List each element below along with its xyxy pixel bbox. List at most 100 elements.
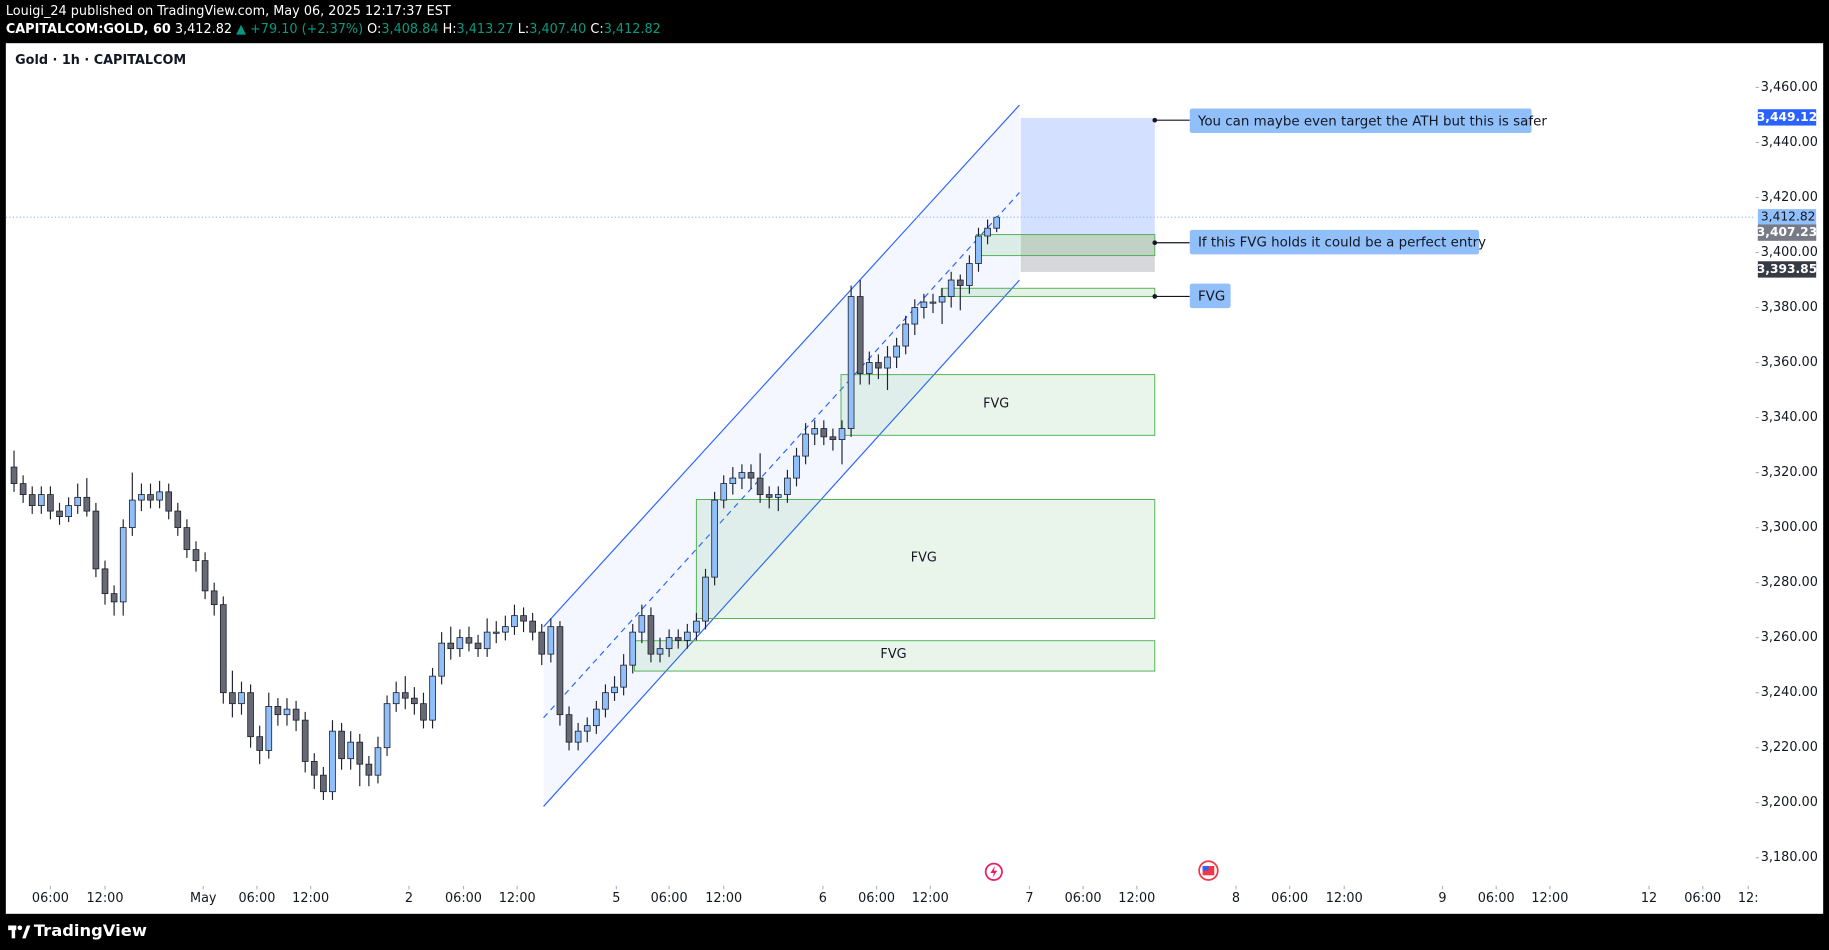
- y-tick-label: 3,220.00: [1761, 740, 1818, 755]
- candle-body: [838, 428, 846, 440]
- flag-canton: [1202, 865, 1209, 871]
- h-label: H:: [443, 22, 457, 37]
- logo: [8, 925, 31, 939]
- x-tick-label: 12:00: [1531, 891, 1568, 906]
- x-tick-label: 12:00: [1118, 891, 1155, 906]
- candle-body: [19, 483, 27, 496]
- h-value: 3,413.27: [457, 22, 514, 37]
- y-tick-label: 3,400.00: [1761, 245, 1818, 260]
- price-tag-label: 3,449.12: [1757, 110, 1817, 124]
- y-tick-label: 3,360.00: [1761, 355, 1818, 370]
- x-tick-label: 7: [1025, 891, 1033, 906]
- x-tick-label: 9: [1438, 891, 1446, 906]
- x-tick-label: 8: [1232, 891, 1240, 906]
- fvg-label: FVG: [880, 647, 906, 662]
- candle-body: [593, 708, 600, 727]
- candle-body: [684, 631, 691, 641]
- candle-body: [865, 362, 873, 374]
- candle-body: [884, 356, 891, 369]
- callout: [1189, 283, 1231, 309]
- candle-body: [774, 494, 782, 498]
- candle-body: [511, 615, 518, 628]
- candle-body: [192, 549, 200, 562]
- y-tick-label: 3,340.00: [1761, 410, 1818, 425]
- x-tick-label: 12:00: [292, 891, 329, 906]
- candle-body: [147, 494, 154, 501]
- candle-body: [37, 494, 45, 507]
- candle-body: [47, 494, 54, 512]
- candle-body: [374, 747, 382, 776]
- fvg-box: [695, 499, 1156, 620]
- candle-body: [529, 620, 536, 633]
- candle-body: [401, 692, 409, 699]
- channel-fill: [543, 105, 1020, 807]
- callout-text: FVG: [1198, 289, 1225, 304]
- brand: TradingView: [34, 921, 147, 940]
- candle-body: [338, 730, 345, 760]
- candle-body: [183, 527, 191, 551]
- candle-body: [993, 216, 1001, 229]
- candle-body: [811, 428, 819, 435]
- callout-text: You can maybe even target the ATH but th…: [1197, 114, 1547, 129]
- candle-body: [756, 477, 764, 496]
- candle-body: [647, 615, 655, 655]
- candle-body: [565, 714, 573, 743]
- candle-body: [210, 590, 218, 606]
- target-zone: [1020, 117, 1155, 235]
- candle-body: [729, 477, 737, 484]
- candle-body: [492, 631, 500, 634]
- c-value: 3,412.82: [604, 22, 661, 37]
- candle-body: [929, 301, 937, 304]
- channel-lower: [543, 279, 1020, 807]
- candle-body: [702, 576, 709, 622]
- candle-body: [574, 730, 582, 743]
- fvg-label: FVG: [911, 550, 937, 565]
- candle-body: [92, 510, 100, 570]
- callout-dot: [1152, 240, 1158, 246]
- x-tick-label: 12:00: [912, 891, 949, 906]
- candle-body: [474, 642, 482, 650]
- candle-body: [165, 491, 173, 512]
- candle-body: [765, 494, 773, 498]
- candle-body: [793, 455, 800, 479]
- candle-body: [911, 307, 919, 325]
- candle-body: [829, 436, 837, 440]
- o-value: 3,408.84: [381, 22, 438, 37]
- candle-body: [283, 708, 291, 716]
- y-tick-label: 3,200.00: [1761, 795, 1818, 810]
- y-tick-label: 3,240.00: [1761, 685, 1818, 700]
- x-tick-label: 6: [819, 891, 827, 906]
- price-tag-label: 3,393.85: [1757, 262, 1817, 276]
- candle-body: [292, 708, 300, 721]
- candle-body: [938, 296, 946, 303]
- x-tick-label: 5: [612, 891, 620, 906]
- candle-body: [802, 433, 809, 457]
- candle-body: [820, 428, 828, 438]
- candle-body: [784, 477, 791, 496]
- price-tag-label: 3,407.23: [1757, 225, 1817, 239]
- candle-body: [10, 466, 18, 484]
- candle-body: [611, 686, 618, 694]
- candle-body: [438, 642, 445, 677]
- candle-body: [711, 499, 718, 578]
- candle-body: [74, 496, 82, 507]
- x-tick-label: 06:00: [238, 891, 275, 906]
- fvg-box: [840, 374, 1156, 436]
- callout: [1189, 108, 1532, 134]
- candle-body: [411, 697, 418, 705]
- candle-body: [329, 730, 336, 793]
- price-tag: [1757, 224, 1817, 241]
- candle-body: [720, 483, 728, 501]
- candle-body: [128, 499, 136, 529]
- logo-part: [11, 925, 16, 939]
- candle-body: [229, 692, 236, 705]
- candle-body: [156, 491, 163, 501]
- price-tag-label: 3,412.82: [1761, 210, 1816, 224]
- y-tick-label: 3,380.00: [1761, 300, 1818, 315]
- candle-body: [847, 296, 855, 429]
- x-tick-label: 12:00: [705, 891, 742, 906]
- x-tick-label: 06:00: [445, 891, 482, 906]
- candle-body: [920, 301, 928, 308]
- y-tick-label: 3,180.00: [1761, 850, 1818, 865]
- x-tick-label: 12: [1641, 891, 1657, 906]
